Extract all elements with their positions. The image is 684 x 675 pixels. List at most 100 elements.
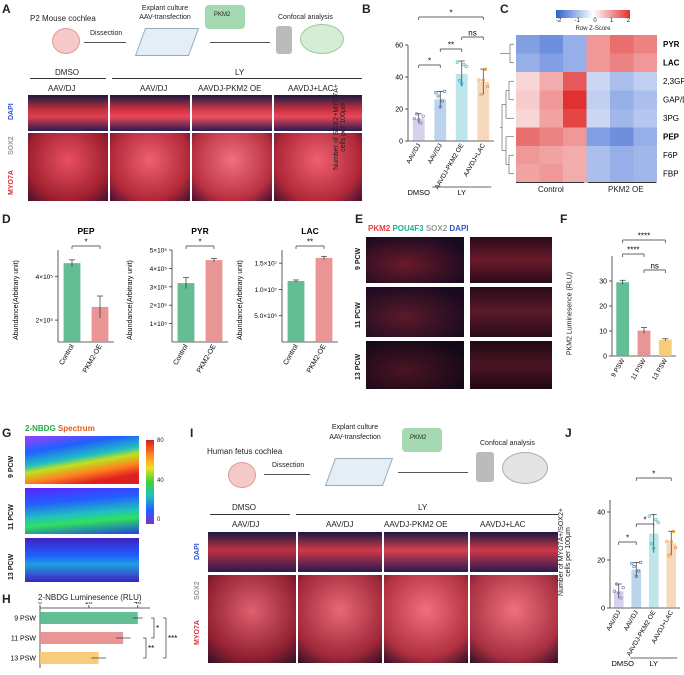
panel-j-letter: J (565, 426, 572, 440)
heatmap-cell (516, 53, 540, 72)
stain-spectrum: Spectrum (57, 424, 95, 433)
panel-i-cond2: AAV/DJ (326, 520, 354, 529)
bar (315, 257, 333, 342)
x-tick-label: Control (172, 343, 190, 366)
y-tick-label: 30 (599, 279, 607, 286)
data-point (656, 520, 660, 525)
microscope-icon (276, 26, 292, 54)
heatmap-cell (586, 127, 610, 146)
heatmap-row-label: 2,3GP (663, 77, 684, 86)
panel-i-image-dapi-3 (384, 532, 468, 572)
panel-i-step1: Dissection (272, 462, 305, 469)
heatmap-row-label: F6P (663, 151, 678, 160)
bar (40, 652, 99, 664)
panel-a-image-dapi-1 (28, 95, 108, 131)
panel-a-cond2: AAV/DJ (140, 84, 168, 93)
sig-label: ns (468, 29, 476, 38)
x-tick-label: Control (282, 343, 300, 366)
data-point (485, 84, 490, 89)
heatmap-row-label: FBP (663, 170, 679, 179)
y-tick-label: 3×10⁵ (150, 284, 168, 291)
y-tick-label: 60 (395, 43, 403, 50)
panel-e-image-9pcw (366, 237, 464, 283)
heatmap-cell (610, 35, 634, 54)
divider (210, 514, 290, 515)
panel-a-image-dapi-2 (110, 95, 190, 131)
y-axis-label: Abundance(Arbitrary unit) (13, 260, 20, 340)
y-tick-label: 20 (395, 107, 403, 114)
bar (631, 569, 642, 608)
data-point (457, 78, 462, 83)
panel-f-ylabel: PKM2 Luminesence (RLU) (566, 271, 574, 356)
sig-label: *** (168, 634, 177, 643)
heatmap-cell (539, 53, 563, 72)
data-point (636, 569, 641, 573)
bar (455, 73, 468, 141)
sig-label: * (84, 238, 87, 247)
y-axis-label: Abundance(Arbitrary unit) (127, 260, 134, 340)
divider (516, 182, 584, 183)
data-point (665, 539, 669, 544)
data-point (632, 564, 636, 569)
stain-nbdg: 2-NBDG (25, 424, 56, 433)
heatmap-cell (516, 35, 540, 54)
heatmap-cell (586, 90, 610, 109)
heatmap-row-label: GAP/DHAP (663, 96, 684, 105)
data-point (652, 546, 656, 551)
panel-g-image-9pcw (25, 436, 139, 484)
panel-e-letter: E (355, 212, 364, 226)
panel-j-ylabel: Number of MYO7A+/SOX2+ cells per 100μm (558, 492, 572, 612)
bar (40, 612, 138, 624)
data-point (654, 517, 658, 522)
sig-label: * (198, 238, 201, 247)
data-point (483, 67, 488, 72)
panel-g-row3: 13 PCW (8, 553, 15, 580)
z-tick: 1 (609, 18, 614, 24)
bar (63, 263, 81, 342)
culture-plate-icon (134, 28, 200, 56)
bar (40, 632, 124, 644)
panel-c-heatmap: PYR LAC 2,3GP GAP/DHAP 3PG PEP F6P FBP (500, 35, 684, 183)
panel-i-image-dapi-4 (470, 532, 558, 572)
panel-e-zoom-11pcw (470, 287, 552, 337)
panel-h-title: 2-NBDG Luminesence (RLU) (38, 593, 142, 602)
sig-label: ns (650, 262, 658, 271)
image-disc-icon (502, 452, 548, 484)
data-point (421, 114, 425, 118)
chart-title: PEP (77, 226, 94, 236)
panel-a-image-dapi-3 (192, 95, 272, 131)
data-point (619, 596, 623, 600)
panel-i-letter: I (190, 426, 194, 440)
heatmap-cell (633, 90, 657, 109)
heatmap-cell (563, 127, 587, 146)
heatmap-cell (633, 53, 657, 72)
sig-label: ** (448, 41, 454, 50)
sig-label: ** (148, 644, 154, 653)
panel-d-letter: D (2, 212, 11, 226)
heatmap-group-control: Control (538, 185, 564, 194)
heatmap-cell (633, 146, 657, 165)
bar (434, 99, 447, 141)
panel-i-step2a: Explant culture (331, 424, 379, 431)
data-point (617, 591, 621, 595)
panel-i-image-zoom-4 (470, 575, 558, 663)
data-point (464, 64, 468, 68)
data-point (671, 529, 676, 534)
arrow-icon (398, 472, 468, 473)
y-tick-label: 0 (399, 139, 403, 146)
panel-i-step2b: AAV-transfection (329, 434, 381, 441)
heatmap-cell (516, 72, 540, 91)
z-tick: -1 (574, 18, 580, 24)
heatmap-cell (586, 146, 610, 165)
panel-a-image-zoom-4 (274, 133, 362, 201)
x-tick-label: 13 PSW (651, 357, 669, 382)
panel-a-stain-myo7a: MYO7A (8, 170, 15, 195)
panel-e-zoom-13pcw (470, 341, 552, 389)
data-point (460, 82, 464, 86)
data-point (419, 121, 423, 125)
y-tick-label: 0 (603, 354, 607, 361)
heatmap-cell (539, 72, 563, 91)
x-tick-label: PKM2-OE (196, 343, 218, 374)
panel-i-step3: Confocal analysis (480, 440, 535, 447)
